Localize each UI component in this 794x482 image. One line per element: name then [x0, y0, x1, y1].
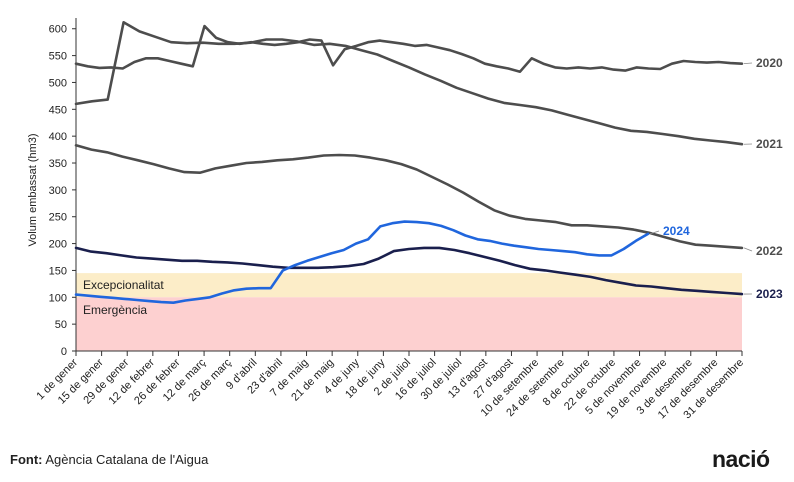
- series-lines: [74, 20, 744, 305]
- series-label-2022: 2022: [756, 244, 783, 258]
- y-axis: 0 50 100 150 200 250 300 350 400 450 500 550 600: [49, 18, 77, 358]
- series-line-2020: [74, 24, 744, 73]
- label-leader-2022: [743, 247, 753, 252]
- band-1: [76, 297, 742, 351]
- series-labels: 2020 2021 2022 2023 2024: [649, 56, 783, 301]
- y-tick-label: 200: [49, 239, 67, 251]
- y-tick-label: 350: [49, 158, 67, 170]
- band-labels: Excepcionalitat Emergència: [83, 278, 164, 317]
- y-axis-title: Volum embassat (hm3): [27, 133, 39, 246]
- y-tick-label: 500: [49, 77, 67, 89]
- source-note: Font: Agència Catalana de l'Aigua: [10, 452, 208, 467]
- series-label-2023: 2023: [756, 287, 783, 301]
- source-label: Font:: [10, 452, 43, 467]
- threshold-bands: [76, 273, 742, 351]
- label-leader-2024: [649, 230, 660, 235]
- y-tick-label: 100: [49, 292, 67, 304]
- y-tick-label: 0: [61, 346, 67, 358]
- y-tick-label: 400: [49, 131, 67, 143]
- y-tick-label: 600: [49, 24, 67, 36]
- series-line-2023: [74, 246, 744, 296]
- brand-logo: nació: [712, 446, 770, 472]
- y-tick-label: 550: [49, 51, 67, 63]
- chart: Excepcionalitat Emergència 0 50 100 150 200 2…: [27, 18, 783, 421]
- label-leader-2020: [743, 62, 753, 65]
- source-text: Agència Catalana de l'Aigua: [45, 452, 209, 467]
- y-tick-label: 450: [49, 104, 67, 116]
- series-label-2024: 2024: [663, 224, 690, 238]
- series-label-2021: 2021: [756, 137, 783, 151]
- series-line-2022: [74, 144, 744, 250]
- series-line-2021: [74, 20, 744, 146]
- band-label-emergencia: Emergència: [83, 303, 147, 317]
- y-tick-label: 50: [55, 319, 67, 331]
- series-line-2024: [74, 220, 650, 305]
- y-tick-label: 300: [49, 185, 67, 197]
- band-label-excepcionalitat: Excepcionalitat: [83, 278, 164, 292]
- y-tick-label: 150: [49, 265, 67, 277]
- y-tick-label: 250: [49, 212, 67, 224]
- series-label-2020: 2020: [756, 56, 783, 70]
